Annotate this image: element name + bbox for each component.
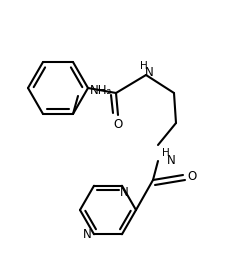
Text: N: N [166,153,175,166]
Text: NH₂: NH₂ [90,85,112,98]
Text: O: O [113,118,122,131]
Text: H: H [162,148,169,158]
Text: N: N [119,186,128,199]
Text: H: H [140,61,147,71]
Text: N: N [82,228,91,241]
Text: O: O [187,170,196,183]
Text: N: N [144,66,153,79]
